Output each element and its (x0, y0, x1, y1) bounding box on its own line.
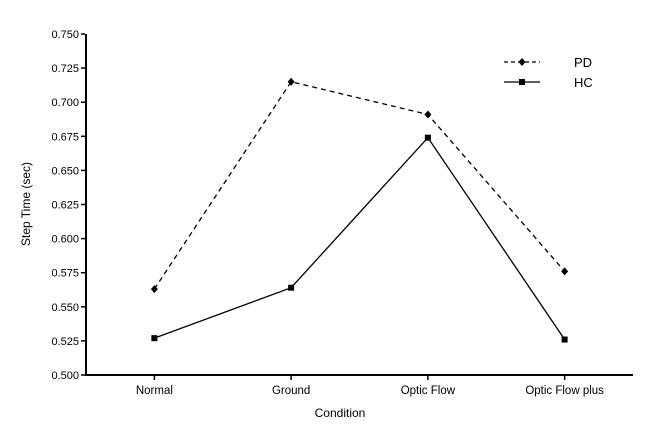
y-tick-label: 0.650 (51, 165, 79, 177)
legend: PD HC (504, 55, 593, 90)
hc-data-point-square-icon (288, 284, 295, 291)
y-tick-label: 0.525 (51, 336, 79, 348)
y-tick-label: 0.750 (51, 29, 79, 41)
x-tick-label: Optic Flow plus (525, 385, 604, 397)
y-tick-label: 0.675 (51, 131, 79, 143)
y-tick-label: 0.575 (51, 268, 79, 280)
legend-label: PD (574, 55, 592, 70)
pd-data-point-diamond-icon (424, 110, 432, 119)
legend-marker-square-icon (519, 79, 525, 85)
y-tick-label: 0.700 (51, 97, 79, 109)
series-hc-line (154, 136, 566, 340)
legend-item-hc: HC (504, 75, 593, 90)
y-tick-label: 0.725 (51, 63, 79, 75)
y-tick-label: 0.500 (51, 370, 79, 382)
x-axis-title: Condition (315, 406, 366, 420)
legend-marker-diamond-icon (518, 58, 526, 66)
legend-label: HC (574, 75, 593, 90)
series-hc (151, 134, 568, 343)
x-tick-label: Optic Flow (401, 385, 456, 397)
hc-data-point-square-icon (424, 134, 431, 141)
series-pd (150, 77, 569, 294)
hc-data-point-square-icon (561, 336, 568, 343)
hc-data-point-square-icon (151, 335, 158, 342)
pd-data-point-diamond-icon (150, 285, 158, 294)
y-axis-title: Step Time (sec) (19, 162, 33, 246)
x-tick-label: Normal (136, 385, 173, 397)
y-tick-label: 0.600 (51, 234, 79, 246)
series-pd-line (153, 81, 566, 290)
y-tick-label: 0.550 (51, 302, 79, 314)
pd-data-point-diamond-icon (561, 267, 569, 276)
x-tick-label: Ground (272, 385, 310, 397)
legend-item-pd: PD (504, 55, 592, 70)
pd-data-point-diamond-icon (287, 77, 295, 86)
y-tick-label: 0.625 (51, 200, 79, 212)
